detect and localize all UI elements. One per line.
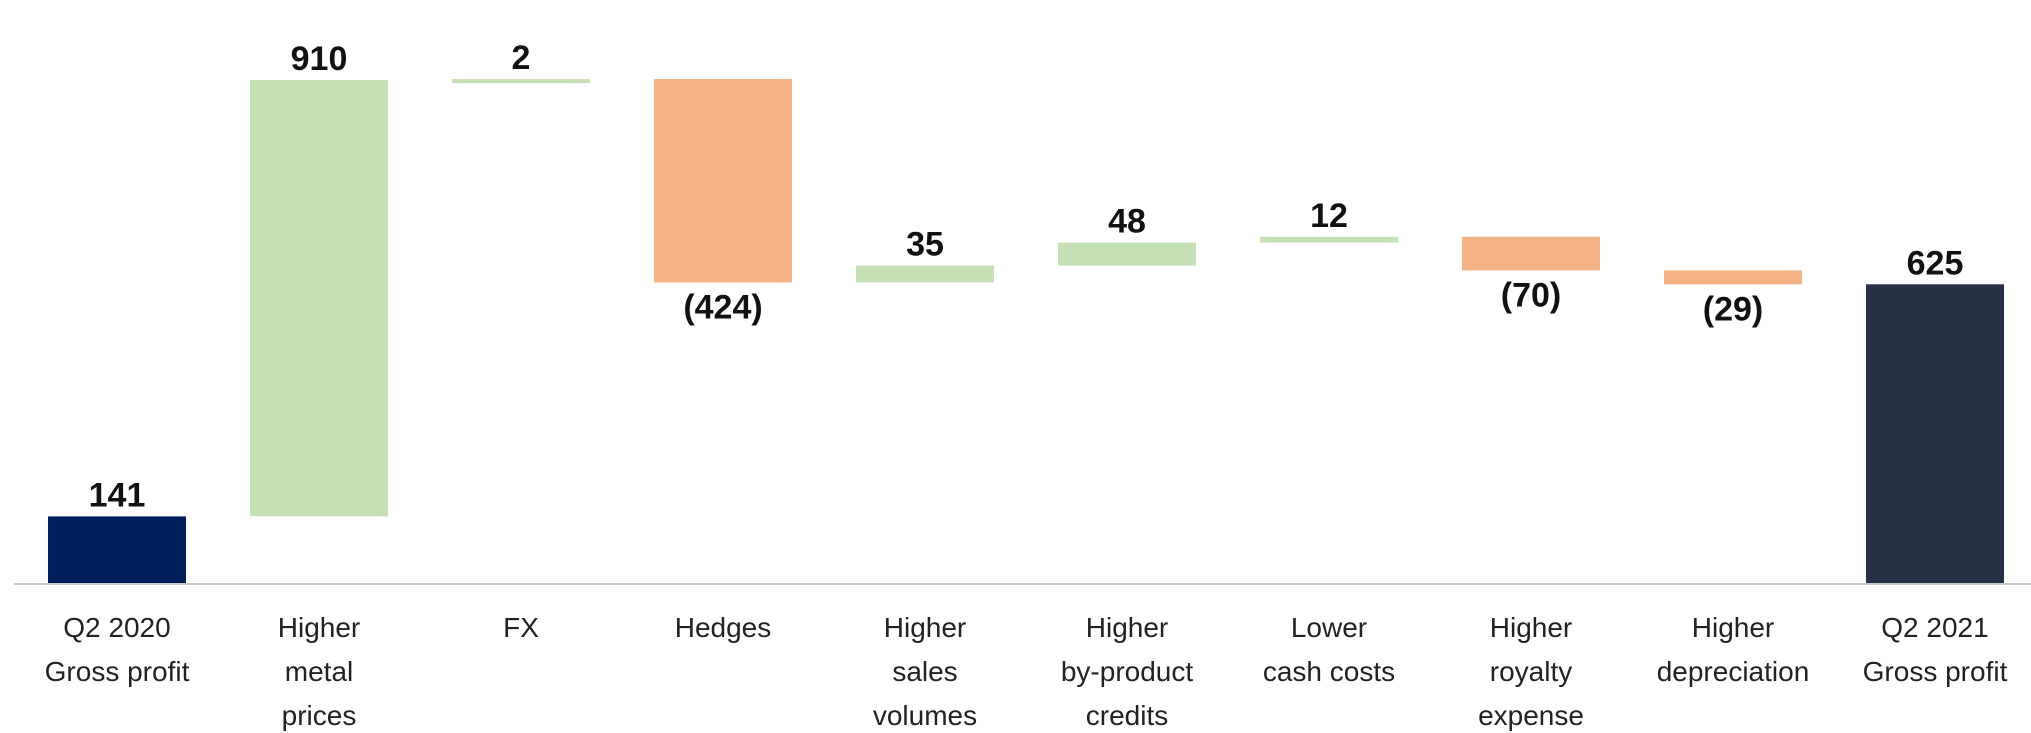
category-label-3: Hedges [675,612,772,643]
bar-0 [48,516,186,584]
category-label-7: Higher royalty expense [1478,612,1584,731]
bar-8 [1664,270,1802,285]
bar-9 [1866,284,2004,584]
bar-7 [1462,236,1600,271]
category-label-line: Q2 2020 [63,612,170,643]
category-label-line: Higher [1490,612,1572,643]
bar-4 [856,265,994,283]
value-label-7: (70) [1501,276,1561,314]
category-label-line: Gross profit [45,656,190,687]
category-label-line: expense [1478,700,1584,731]
value-label-5: 48 [1108,203,1146,241]
bars-layer [48,79,2004,584]
category-label-5: Higher by-product credits [1061,612,1194,731]
category-label-line: Lower [1291,612,1367,643]
category-label-line: Gross profit [1863,656,2008,687]
value-label-8: (29) [1703,290,1763,328]
category-label-4: Higher sales volumes [873,612,977,731]
category-label-1: Higher metal prices [278,612,360,731]
category-label-line: cash costs [1263,656,1395,687]
category-label-line: Q2 2021 [1881,612,1988,643]
category-label-line: Higher [278,612,360,643]
bar-5 [1058,242,1196,266]
value-label-3: (424) [683,288,762,326]
category-label-line: Higher [1692,612,1774,643]
category-label-9: Q2 2021 Gross profit [1863,612,2008,687]
bar-1 [250,80,388,517]
value-label-2: 2 [512,39,531,77]
bar-3 [654,79,792,283]
category-label-line: credits [1086,700,1168,731]
value-label-6: 12 [1310,197,1348,235]
category-label-line: metal [285,656,353,687]
value-label-1: 910 [291,40,348,78]
value-label-9: 625 [1907,244,1964,282]
category-label-line: volumes [873,700,977,731]
category-label-line: sales [892,656,957,687]
value-label-4: 35 [906,226,944,264]
category-label-line: Higher [1086,612,1168,643]
category-label-2: FX [503,612,539,643]
category-label-0: Q2 2020 Gross profit [45,612,190,687]
category-label-line: prices [282,700,357,731]
bar-6 [1260,236,1398,243]
category-labels-layer: Q2 2020 Gross profit Higher metal prices FX He… [45,612,2008,731]
bar-2 [452,79,590,84]
category-label-line: royalty [1490,656,1572,687]
category-label-8: Higher depreciation [1657,612,1810,687]
category-label-line: by-product [1061,656,1194,687]
category-label-line: Hedges [675,612,772,643]
category-label-line: Higher [884,612,966,643]
category-label-line: FX [503,612,539,643]
category-label-6: Lower cash costs [1263,612,1395,687]
value-labels-layer: 141 910 2 (424) 35 48 12 (70) (29) 625 [89,39,1964,514]
value-label-0: 141 [89,476,146,514]
category-label-line: depreciation [1657,656,1810,687]
